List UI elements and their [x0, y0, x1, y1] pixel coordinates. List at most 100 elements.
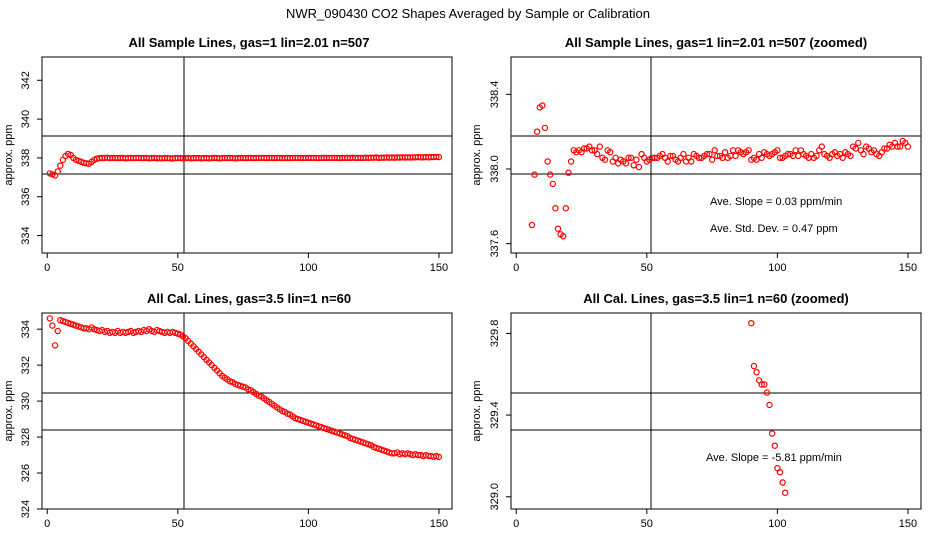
data-point: [708, 156, 716, 163]
y-tick-label: 337.6: [489, 230, 501, 258]
x-tick-label: 100: [768, 262, 786, 274]
data-point: [680, 150, 687, 158]
data-point: [531, 171, 538, 178]
panel-cal-lines: All Cal. Lines, gas=3.5 lin=1 n=60 appro…: [3, 291, 453, 530]
x-tick-label: 0: [44, 518, 50, 530]
data-point: [753, 369, 760, 376]
data-point: [651, 154, 658, 161]
y-axis-label: approx. ppm: [3, 124, 15, 185]
data-point: [46, 315, 54, 322]
data-point: [839, 154, 846, 161]
plot-frame: [510, 312, 922, 510]
data-point: [560, 232, 567, 240]
data-point: [855, 139, 862, 147]
data-point: [714, 152, 721, 160]
data-point: [633, 156, 640, 163]
data-point: [774, 147, 781, 154]
data-point: [711, 147, 718, 154]
data-point: [768, 430, 776, 437]
data-point: [706, 150, 713, 158]
data-point: [779, 479, 786, 486]
data-point: [635, 163, 643, 171]
x-tick-label: 0: [44, 262, 50, 274]
axis-ticks: 0 50 100 150 337.6 338.0 338.4: [489, 81, 917, 274]
y-tick-label: 329.0: [489, 483, 501, 511]
slope-annotation: Ave. Slope = 0.03 ppm/min: [710, 196, 842, 208]
y-tick-label: 324: [20, 500, 32, 518]
data-point: [688, 158, 695, 165]
y-axis-label: approx. ppm: [471, 124, 483, 185]
y-tick-label: 334: [20, 226, 32, 244]
panel-title: All Sample Lines, gas=1 lin=2.01 n=507 (…: [565, 35, 867, 50]
plot-frame: [41, 312, 453, 510]
data-points: [528, 102, 912, 240]
x-tick-label: 50: [172, 262, 184, 274]
data-point: [552, 204, 559, 212]
axis-ticks: 0 50 100 150 329.0 329.4 329.8: [489, 320, 917, 530]
data-point: [554, 225, 562, 232]
panel-cal-lines-zoomed: All Cal. Lines, gas=3.5 lin=1 n=60 (zoom…: [471, 291, 922, 530]
data-point: [667, 152, 674, 160]
data-point: [622, 160, 630, 167]
x-tick-label: 0: [513, 518, 519, 530]
data-point: [818, 143, 826, 150]
data-points: [748, 320, 789, 496]
data-point: [795, 152, 802, 160]
x-tick-label: 50: [172, 518, 184, 530]
plot-frame: [41, 56, 453, 254]
y-tick-label: 330: [20, 392, 32, 410]
slope-annotation: Ave. Slope = -5.81 ppm/min: [706, 452, 842, 464]
x-tick-label: 100: [768, 518, 786, 530]
std-dev-annotation: Ave. Std. Dev. = 0.47 ppm: [710, 223, 838, 235]
data-point: [766, 401, 773, 409]
data-point: [625, 154, 632, 161]
y-tick-label: 332: [20, 356, 32, 374]
figure-title: NWR_090430 CO2 Shapes Averaged by Sample…: [286, 6, 650, 21]
data-point: [57, 162, 64, 169]
data-point: [729, 147, 737, 154]
data-point: [782, 489, 789, 496]
data-point: [539, 102, 546, 109]
data-point: [588, 147, 596, 154]
data-point: [664, 158, 671, 165]
data-point: [896, 143, 904, 150]
data-point: [612, 154, 619, 161]
data-point: [732, 152, 739, 160]
data-point: [792, 147, 799, 154]
data-point: [435, 153, 443, 161]
data-point: [721, 148, 729, 156]
data-point: [630, 162, 637, 169]
y-tick-label: 329.8: [489, 320, 501, 348]
panel-sample-lines-zoomed: All Sample Lines, gas=1 lin=2.01 n=507 (…: [471, 35, 922, 274]
data-point: [703, 150, 711, 158]
y-tick-label: 338.4: [489, 81, 501, 109]
data-point: [776, 469, 784, 476]
data-point: [750, 362, 758, 370]
data-point: [567, 158, 575, 165]
data-point: [433, 153, 440, 161]
data-point: [547, 171, 554, 178]
data-point: [435, 453, 443, 461]
data-point: [813, 152, 820, 160]
data-point: [541, 124, 549, 132]
data-point: [763, 389, 771, 396]
y-tick-label: 338: [20, 149, 32, 167]
y-tick-label: 334: [20, 320, 32, 338]
data-points: [46, 150, 443, 179]
data-point: [881, 145, 888, 152]
y-tick-label: 336: [20, 188, 32, 206]
data-point: [49, 322, 56, 329]
y-tick-label: 340: [20, 110, 32, 128]
y-tick-label: 342: [20, 71, 32, 89]
panel-title: All Cal. Lines, gas=3.5 lin=1 n=60 (zoom…: [583, 291, 849, 306]
data-point: [601, 156, 609, 163]
panel-title: All Cal. Lines, gas=3.5 lin=1 n=60: [147, 291, 351, 306]
x-tick-label: 100: [299, 518, 317, 530]
x-tick-label: 50: [641, 518, 653, 530]
x-tick-label: 100: [299, 262, 317, 274]
data-point: [54, 168, 61, 175]
y-tick-label: 326: [20, 464, 32, 482]
data-point: [761, 381, 768, 388]
x-tick-label: 50: [641, 262, 653, 274]
